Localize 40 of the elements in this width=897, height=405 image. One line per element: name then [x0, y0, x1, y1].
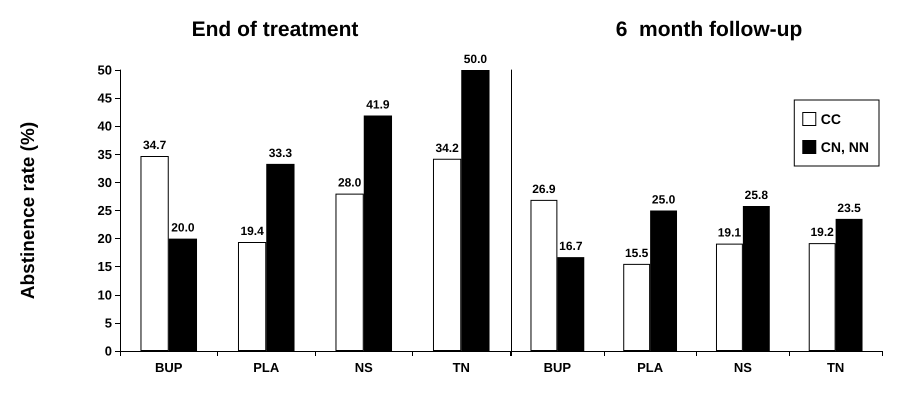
data-label: 25.0: [652, 192, 676, 206]
chart-title: 6 month follow-up: [616, 18, 802, 41]
x-tick-label: NS: [734, 360, 752, 375]
x-tick-label: PLA: [637, 360, 664, 375]
data-label: 25.8: [744, 188, 768, 202]
x-tick-label: NS: [354, 360, 374, 375]
y-tick-label: 10: [98, 287, 112, 302]
data-label: 15.5: [624, 246, 649, 260]
x-tick-label: BUP: [155, 360, 183, 375]
y-tick-label: 45: [98, 90, 112, 106]
data-label: 23.5: [837, 200, 862, 215]
data-label: 19.1: [718, 226, 742, 240]
y-tick-label: 40: [98, 118, 112, 134]
y-tick-label: 5: [104, 315, 112, 330]
y-tick-label: 35: [98, 146, 112, 162]
y-axis-title: Abstinence rate (%): [18, 122, 39, 300]
x-tick-label: PLA: [253, 360, 280, 375]
data-label: 20.0: [171, 220, 195, 235]
y-tick-label: 25: [98, 203, 112, 218]
data-label: 41.9: [366, 98, 390, 112]
y-tick-label: 0: [104, 344, 112, 358]
y-tick-label: 30: [98, 174, 112, 190]
data-label: 34.7: [142, 138, 167, 152]
legend-label: CN, NN: [820, 139, 870, 155]
data-label: 19.4: [240, 224, 264, 238]
y-tick-label: 15: [98, 259, 112, 274]
data-label: 26.9: [532, 182, 556, 196]
legend-label: CC: [820, 111, 842, 127]
data-label: 34.2: [435, 140, 460, 155]
data-label: 33.3: [268, 146, 292, 160]
y-tick-label: 50: [98, 62, 112, 78]
x-tick-label: BUP: [544, 360, 572, 375]
data-label: 28.0: [338, 176, 362, 190]
data-label: 16.7: [559, 239, 583, 254]
data-label: 50.0: [464, 52, 488, 66]
y-tick-label: 20: [98, 231, 112, 246]
x-tick-label: TN: [826, 360, 844, 375]
x-tick-label: TN: [452, 360, 470, 375]
data-label: 19.2: [810, 225, 834, 240]
chart-title: End of treatment: [192, 18, 358, 41]
